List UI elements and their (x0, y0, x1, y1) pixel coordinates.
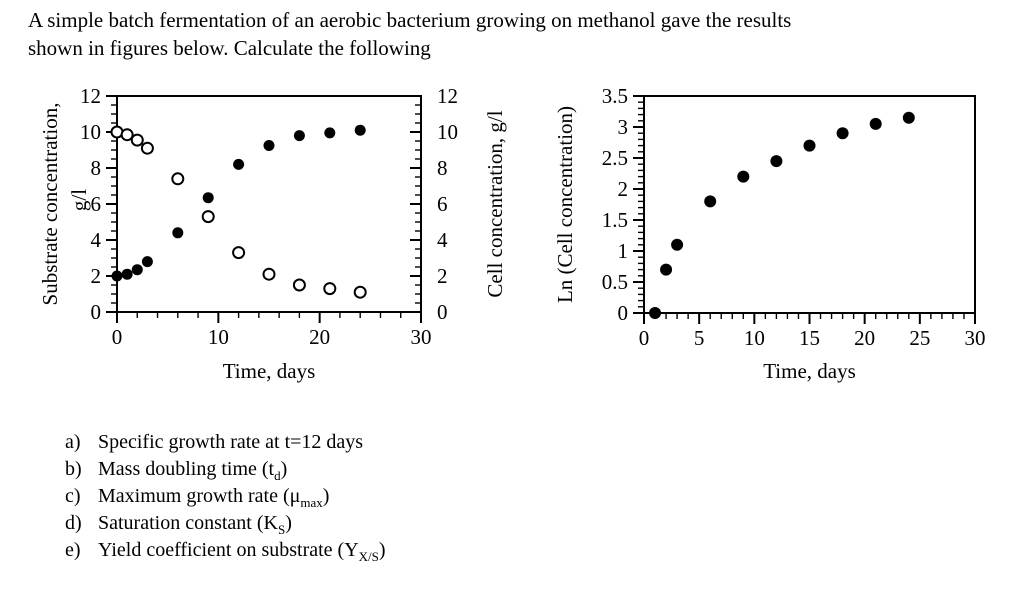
svg-text:30: 30 (411, 325, 432, 349)
svg-text:10: 10 (437, 120, 458, 144)
svg-text:15: 15 (799, 326, 820, 350)
question-label: b) (65, 458, 82, 480)
question-text: Maximum growth rate (μmax) (98, 485, 330, 510)
questions-list: a) Specific growth rate at t=12 days b) … (65, 429, 386, 564)
svg-text:3.5: 3.5 (602, 84, 628, 108)
svg-text:12: 12 (437, 84, 458, 108)
svg-text:0: 0 (639, 326, 650, 350)
problem-statement-line-1: A simple batch fermentation of an aerobi… (28, 8, 792, 32)
question-label: e) (65, 539, 81, 561)
svg-text:0.5: 0.5 (602, 270, 628, 294)
question-text: Yield coefficient on substrate (YX/S) (98, 539, 386, 564)
svg-text:2: 2 (618, 177, 629, 201)
svg-text:1.5: 1.5 (602, 208, 628, 232)
svg-text:1: 1 (618, 239, 629, 263)
question-text: Specific growth rate at t=12 days (98, 431, 364, 453)
svg-text:g/l: g/l (67, 189, 91, 211)
question-text: Saturation constant (KS) (98, 512, 292, 537)
svg-text:25: 25 (909, 326, 930, 350)
svg-text:0: 0 (112, 325, 123, 349)
question-subscript: d (274, 468, 281, 483)
svg-text:5: 5 (694, 326, 705, 350)
question-subscript: max (300, 495, 323, 510)
svg-text:2.5: 2.5 (602, 146, 628, 170)
problem-statement-line-2: shown in figures below. Calculate the fo… (28, 36, 431, 60)
svg-text:Time, days: Time, days (763, 359, 856, 383)
svg-text:6: 6 (91, 192, 102, 216)
question-subscript: X/S (358, 549, 379, 564)
problem-statement: A simple batch fermentation of an aerobi… (28, 6, 791, 62)
question-item-c: c) Maximum growth rate (μmax) (65, 483, 386, 510)
svg-text:8: 8 (437, 156, 448, 180)
svg-text:0: 0 (91, 300, 102, 324)
question-item-e: e) Yield coefficient on substrate (YX/S) (65, 537, 386, 564)
ln-cell-concentration-chart: 0 5 10 15 20 25 30 Time, days 0 0.5 1 1.5 2 2.5 3 3.5 Ln… (555, 84, 986, 383)
question-label: c) (65, 485, 81, 507)
svg-text:8: 8 (91, 156, 102, 180)
svg-text:2: 2 (91, 264, 102, 288)
svg-text:20: 20 (309, 325, 330, 349)
svg-text:6: 6 (437, 192, 448, 216)
question-text: Mass doubling time (td) (98, 458, 288, 483)
question-item-a: a) Specific growth rate at t=12 days (65, 429, 386, 456)
svg-text:0: 0 (618, 301, 629, 325)
question-item-d: d) Saturation constant (KS) (65, 510, 386, 537)
svg-text:30: 30 (965, 326, 986, 350)
svg-text:10: 10 (744, 326, 765, 350)
svg-text:Time, days: Time, days (223, 359, 316, 383)
svg-text:2: 2 (437, 264, 448, 288)
question-item-b: b) Mass doubling time (td) (65, 456, 386, 483)
svg-text:Cell concentration, g/l: Cell concentration, g/l (483, 110, 507, 297)
svg-text:12: 12 (80, 84, 101, 108)
svg-text:0: 0 (437, 300, 448, 324)
svg-text:3: 3 (618, 115, 629, 139)
svg-text:10: 10 (80, 120, 101, 144)
svg-text:10: 10 (208, 325, 229, 349)
svg-text:Substrate concentration,: Substrate concentration, (40, 103, 62, 306)
question-label: d) (65, 512, 82, 534)
question-label: a) (65, 431, 81, 453)
question-subscript: S (277, 522, 286, 537)
svg-text:4: 4 (437, 228, 448, 252)
svg-text:Ln (Cell concentration): Ln (Cell concentration) (555, 106, 577, 303)
svg-text:4: 4 (91, 228, 102, 252)
svg-text:20: 20 (854, 326, 875, 350)
